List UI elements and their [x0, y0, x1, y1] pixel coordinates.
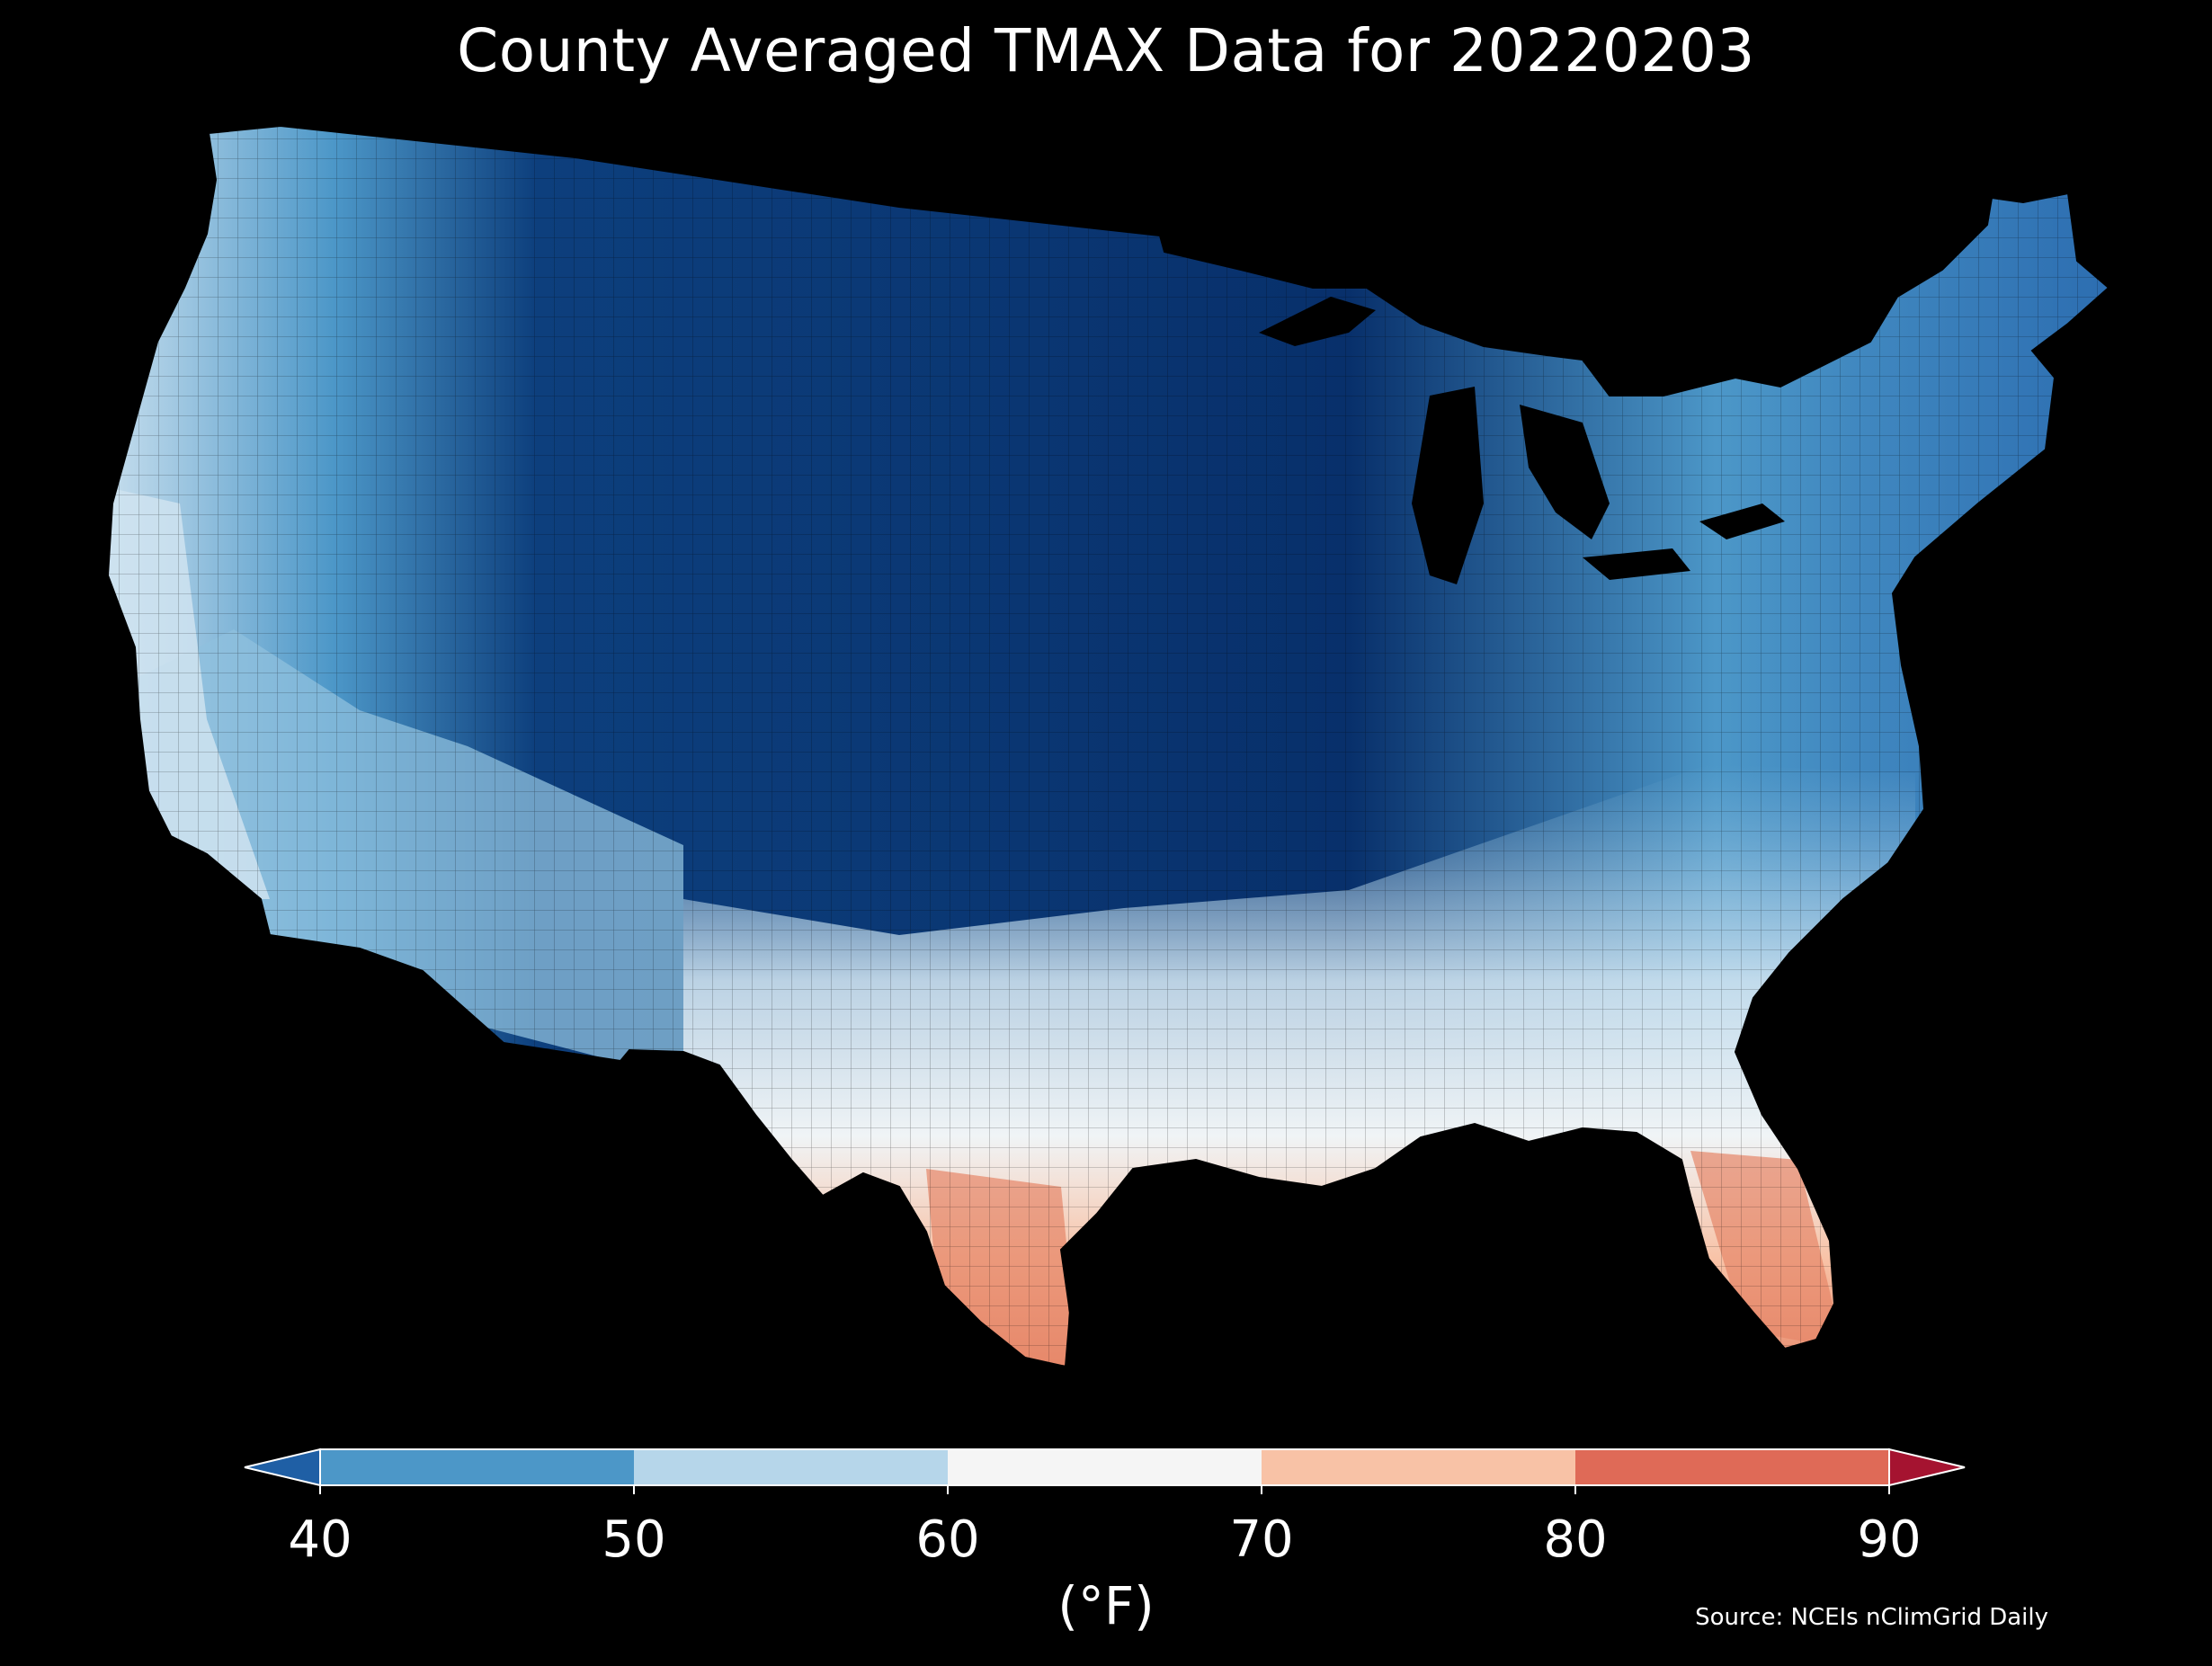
- colorbar: [244, 1448, 1966, 1494]
- colorbar-frame: [319, 1448, 1890, 1486]
- colorbar-extend-low: [244, 1448, 321, 1487]
- contiguous-us-map: [108, 126, 2109, 1367]
- county-boundaries: [108, 126, 2109, 1367]
- great-lakes: [1259, 297, 1785, 584]
- colorbar-tick-label: 90: [1857, 1510, 1922, 1569]
- colorbar-units-label: (°F): [1057, 1575, 1155, 1636]
- map-title: County Averaged TMAX Data for 20220203: [457, 16, 1755, 85]
- colorbar-tick-label: 60: [915, 1510, 980, 1569]
- colorbar-bin: [634, 1449, 948, 1485]
- colorbar-tick-label: 50: [602, 1510, 666, 1569]
- source-label: Source: NCEIs nClimGrid Daily: [1695, 1604, 2048, 1631]
- colorbar-bin: [948, 1449, 1262, 1485]
- colorbar-tick-label: 40: [288, 1510, 352, 1569]
- colorbar-bin: [1262, 1449, 1575, 1485]
- colorbar-extend-high: [1888, 1448, 1966, 1487]
- colorbar-bin: [320, 1449, 634, 1485]
- colorbar-tick-label: 80: [1543, 1510, 1608, 1569]
- colorbar-bin: [1575, 1449, 1889, 1485]
- colorbar-tick-label: 70: [1229, 1510, 1294, 1569]
